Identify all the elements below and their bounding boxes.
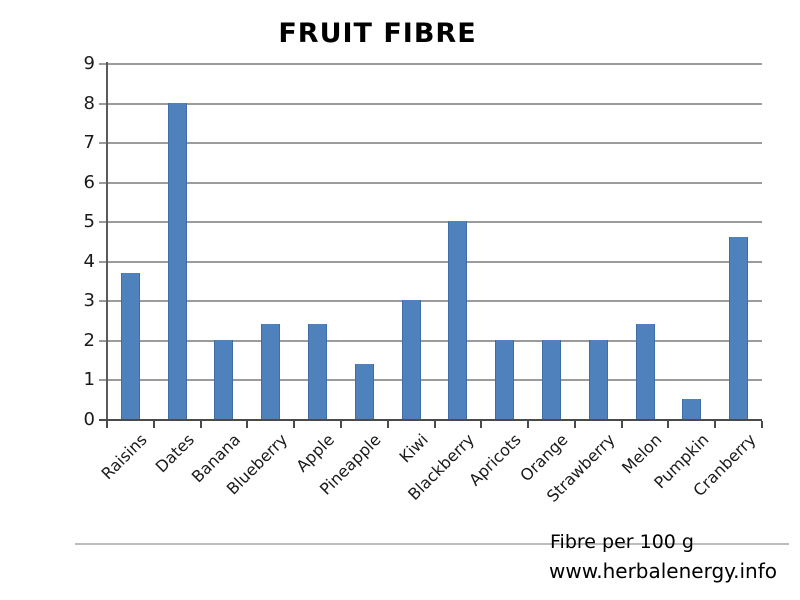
- gridline-y5: [99, 221, 762, 223]
- x-tick-9: [527, 421, 529, 428]
- y-tick-label-6: 6: [83, 172, 95, 193]
- bar-orange: [542, 340, 561, 419]
- gridline-y4: [99, 261, 762, 263]
- x-axis-line: [99, 419, 762, 421]
- bar-cranberry: [729, 237, 748, 419]
- x-category-label-raisins: Raisins: [97, 430, 151, 484]
- x-tick-7: [434, 421, 436, 428]
- x-tick-13: [714, 421, 716, 428]
- caption-website-url: www.herbalenergy.info: [549, 559, 778, 583]
- x-tick-11: [621, 421, 623, 428]
- y-tick-label-9: 9: [83, 53, 95, 74]
- x-category-label-kiwi: Kiwi: [395, 430, 432, 467]
- x-tick-4: [293, 421, 295, 428]
- gridline-y3: [99, 300, 762, 302]
- x-tick-2: [200, 421, 202, 428]
- x-tick-6: [387, 421, 389, 428]
- gridline-y1: [99, 379, 762, 381]
- bar-pineapple: [355, 364, 374, 419]
- bar-strawberry: [589, 340, 608, 419]
- x-tick-0: [106, 421, 108, 428]
- bar-dates: [168, 103, 187, 419]
- x-tick-14: [761, 421, 763, 428]
- y-tick-label-3: 3: [83, 290, 95, 311]
- bar-blackberry: [448, 221, 467, 419]
- y-tick-label-5: 5: [83, 211, 95, 232]
- y-tick-label-7: 7: [83, 132, 95, 153]
- gridline-y9: [99, 63, 762, 65]
- x-tick-5: [340, 421, 342, 428]
- y-tick-label-8: 8: [83, 93, 95, 114]
- bar-apricots: [495, 340, 514, 419]
- bar-kiwi: [402, 300, 421, 419]
- bar-apple: [308, 324, 327, 419]
- y-tick-label-2: 2: [83, 330, 95, 351]
- y-tick-label-4: 4: [83, 251, 95, 272]
- y-axis-line: [106, 62, 108, 419]
- gridline-y8: [99, 103, 762, 105]
- x-tick-10: [574, 421, 576, 428]
- bar-melon: [636, 324, 655, 419]
- y-tick-label-0: 0: [83, 409, 95, 430]
- caption-fibre-per-100g: Fibre per 100 g: [550, 531, 694, 553]
- bar-banana: [214, 340, 233, 419]
- x-tick-8: [480, 421, 482, 428]
- y-tick-label-1: 1: [83, 369, 95, 390]
- bar-pumpkin: [682, 399, 701, 419]
- gridline-y2: [99, 340, 762, 342]
- bar-blueberry: [261, 324, 280, 419]
- gridline-y6: [99, 182, 762, 184]
- x-tick-3: [246, 421, 248, 428]
- gridline-y7: [99, 142, 762, 144]
- chart-title: FRUIT FIBRE: [278, 18, 477, 49]
- x-tick-1: [153, 421, 155, 428]
- x-tick-12: [667, 421, 669, 428]
- chart-bottom-border: [75, 543, 789, 545]
- bar-raisins: [121, 273, 140, 419]
